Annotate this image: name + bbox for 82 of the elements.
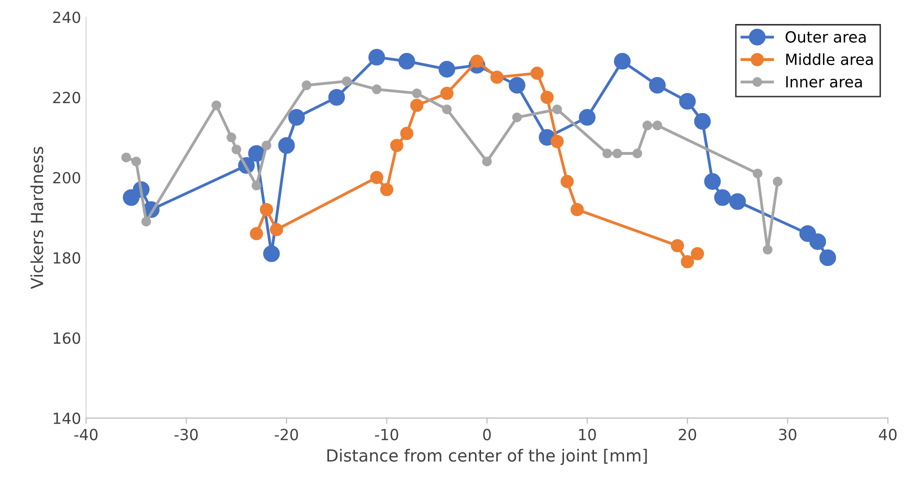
y-tick-label: 180 [54,252,80,264]
point [328,88,345,106]
x-tick-label: 10 [579,428,596,440]
y-tick-label: 160 [54,332,80,344]
point [252,180,262,190]
point [226,132,236,142]
point [508,76,526,94]
point [278,137,295,154]
point [372,84,382,94]
x-tick-label: 20 [678,428,696,440]
legend-label: Middle area [786,53,873,66]
point [680,255,694,268]
point [442,104,452,114]
point [412,88,422,98]
point [410,98,424,112]
point [694,113,711,130]
point [260,202,274,216]
y-tick-label: 220 [53,92,80,104]
point [530,66,544,80]
point [512,112,522,122]
point [470,54,484,68]
x-tick-label: 40 [878,428,897,440]
point [212,100,222,110]
point [809,233,826,250]
point [552,104,562,114]
point [121,152,132,162]
point [819,249,836,266]
point [690,247,704,260]
y-tick-label: 140 [54,412,80,424]
x-tick-label: -40 [74,428,98,440]
point [762,244,772,255]
point [649,76,666,94]
y-tick-label: 200 [53,172,80,184]
point [390,138,404,152]
x-tick-label: 30 [779,428,796,440]
point [263,245,280,262]
y-axis-title: Vickers Hardness [30,146,44,289]
point [400,126,414,140]
point [602,148,612,158]
point [560,174,574,188]
point [614,52,631,70]
x-tick-label: -20 [274,428,298,440]
point [270,223,284,236]
legend-label: Outer area [786,31,866,43]
point [342,76,352,86]
point [704,173,721,190]
point [578,109,596,126]
point [370,170,384,184]
point [550,134,564,148]
point [302,80,312,90]
x-axis-title: Distance from center of the joint [mm] [327,448,647,465]
point [632,148,642,158]
point [232,144,242,154]
x-tick-label: -10 [375,428,398,440]
y-tick-label: 240 [53,12,80,24]
x-tick-label: -30 [174,428,198,440]
point [679,92,696,110]
point [570,202,584,216]
point [540,90,554,104]
point [141,216,152,226]
point [380,182,394,196]
point [288,109,305,126]
point [398,52,416,70]
x-tick-label: 0 [483,428,491,440]
point [262,140,272,150]
point [368,48,386,66]
point [248,145,265,162]
point [752,168,762,178]
point [714,189,731,206]
point [490,70,504,84]
point [438,60,456,78]
point [729,193,746,210]
point [250,227,264,240]
point [482,156,492,166]
point [652,120,662,130]
point [772,176,782,186]
legend-label: Inner area [786,76,862,88]
point [642,120,652,130]
point [440,86,454,100]
point [612,148,622,158]
point [670,239,684,252]
point [131,156,142,166]
